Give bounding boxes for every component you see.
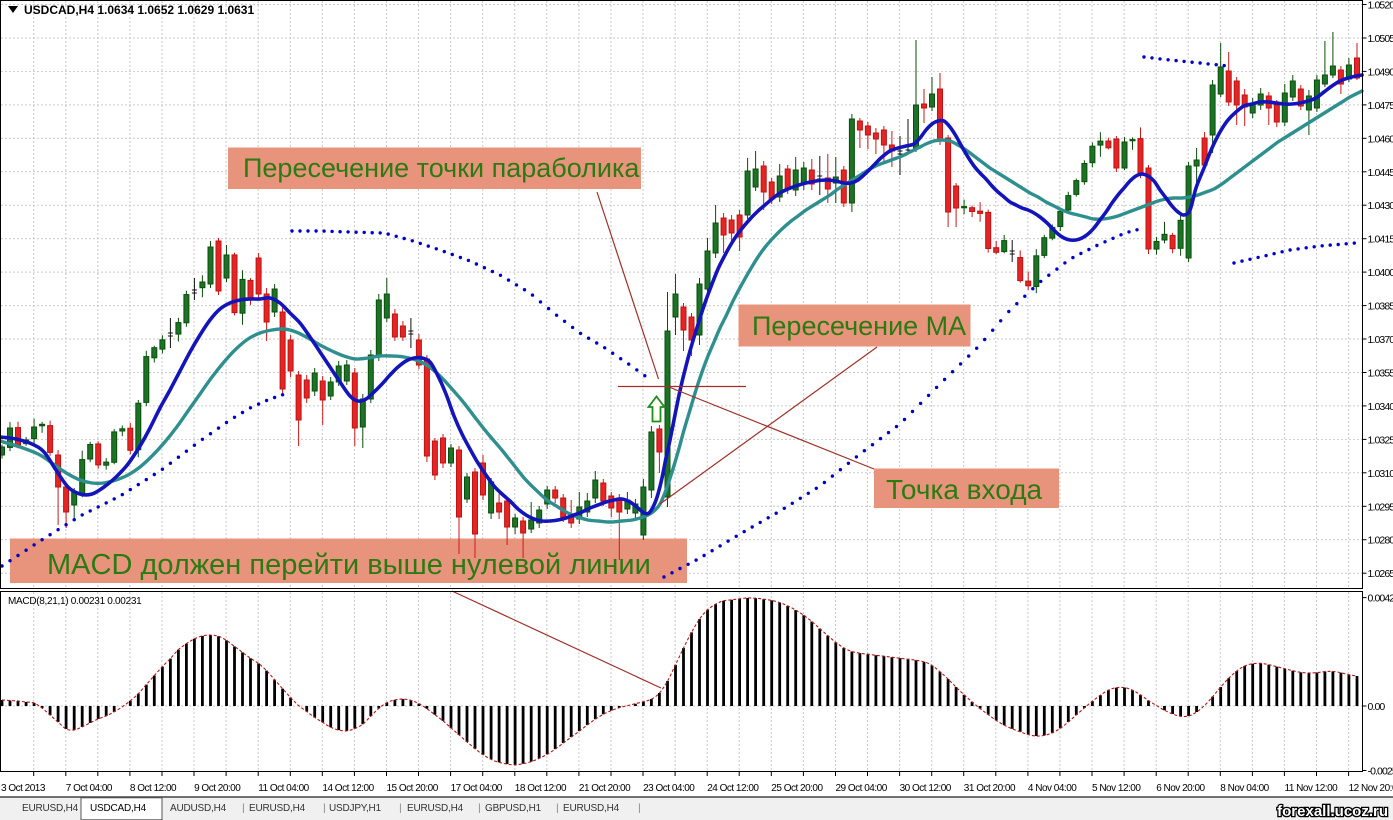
svg-text:|: | — [638, 802, 641, 814]
svg-text:1.0460: 1.0460 — [1368, 133, 1393, 145]
svg-text:AUDUSD,H4: AUDUSD,H4 — [170, 803, 227, 814]
svg-text:EURUSD,H4: EURUSD,H4 — [563, 803, 620, 814]
svg-text:Пересечение точки параболика: Пересечение точки параболика — [243, 153, 640, 183]
svg-text:12 Nov 20:00: 12 Nov 20:00 — [1349, 783, 1393, 794]
svg-text:18 Oct 12:00: 18 Oct 12:00 — [515, 783, 567, 794]
svg-text:0.0042: 0.0042 — [1368, 593, 1393, 605]
svg-text:24 Oct 12:00: 24 Oct 12:00 — [707, 783, 759, 794]
svg-text:8 Nov 04:00: 8 Nov 04:00 — [1220, 783, 1269, 794]
svg-text:EURUSD,H4: EURUSD,H4 — [407, 803, 464, 814]
svg-text:|: | — [323, 802, 326, 814]
svg-text:1.0415: 1.0415 — [1368, 234, 1393, 246]
svg-text:8 Oct 12:00: 8 Oct 12:00 — [130, 783, 177, 794]
svg-text:|: | — [556, 802, 559, 814]
svg-text:9 Oct 20:00: 9 Oct 20:00 — [194, 783, 241, 794]
svg-text:15 Oct 20:00: 15 Oct 20:00 — [387, 783, 439, 794]
svg-text:EURUSD,H4: EURUSD,H4 — [249, 803, 306, 814]
svg-text:21 Oct 20:00: 21 Oct 20:00 — [579, 783, 631, 794]
svg-text:25 Oct 20:00: 25 Oct 20:00 — [771, 783, 823, 794]
svg-text:1.0505: 1.0505 — [1368, 33, 1393, 45]
svg-text:|: | — [242, 802, 245, 814]
svg-text:1.0295: 1.0295 — [1368, 501, 1393, 513]
svg-text:1.0475: 1.0475 — [1368, 100, 1393, 112]
svg-text:17 Oct 04:00: 17 Oct 04:00 — [451, 783, 503, 794]
svg-text:1.0340: 1.0340 — [1368, 401, 1393, 413]
svg-text:14 Oct 12:00: 14 Oct 12:00 — [322, 783, 374, 794]
svg-text:5 Nov 12:00: 5 Nov 12:00 — [1092, 783, 1141, 794]
svg-text:7 Oct 04:00: 7 Oct 04:00 — [66, 783, 113, 794]
svg-text:11 Nov 12:00: 11 Nov 12:00 — [1285, 783, 1339, 794]
svg-text:30 Oct 12:00: 30 Oct 12:00 — [900, 783, 952, 794]
svg-text:1.0265: 1.0265 — [1368, 568, 1393, 580]
svg-text:1.0280: 1.0280 — [1368, 535, 1393, 547]
svg-text:|: | — [478, 802, 481, 814]
svg-text:USDCAD,H4 1.0634 1.0652 1.062: USDCAD,H4 1.0634 1.0652 1.0629 1.0631 — [24, 3, 254, 17]
svg-text:USDCAD,H4: USDCAD,H4 — [90, 803, 147, 814]
svg-text:USDJPY,H1: USDJPY,H1 — [329, 803, 382, 814]
svg-text:4 Nov 04:00: 4 Nov 04:00 — [1028, 783, 1077, 794]
svg-text:1.0310: 1.0310 — [1368, 468, 1393, 480]
svg-text:6 Nov 20:00: 6 Nov 20:00 — [1156, 783, 1205, 794]
svg-text:11 Oct 04:00: 11 Oct 04:00 — [258, 783, 309, 794]
svg-text:forexall.ucoz.ru: forexall.ucoz.ru — [1277, 803, 1388, 820]
svg-text:1.0385: 1.0385 — [1368, 301, 1393, 313]
svg-text:MACD должен перейти выше нулев: MACD должен перейти выше нулевой линии — [47, 549, 651, 581]
svg-text:GBPUSD,H1: GBPUSD,H1 — [485, 803, 542, 814]
svg-text:1.0355: 1.0355 — [1368, 368, 1393, 380]
svg-text:Пересечение МА: Пересечение МА — [752, 311, 966, 341]
svg-text:1.0370: 1.0370 — [1368, 334, 1393, 346]
svg-text:1.0325: 1.0325 — [1368, 434, 1393, 446]
svg-text:31 Oct 20:00: 31 Oct 20:00 — [964, 783, 1016, 794]
svg-text:0.00: 0.00 — [1368, 701, 1386, 713]
svg-text:3 Oct 2013: 3 Oct 2013 — [1, 783, 46, 794]
svg-text:1.0445: 1.0445 — [1368, 167, 1393, 179]
svg-text:EURUSD,H4: EURUSD,H4 — [22, 803, 79, 814]
svg-text:1.0430: 1.0430 — [1368, 200, 1393, 212]
svg-text:MACD(8,21,1) 0.00231 0.00231: MACD(8,21,1) 0.00231 0.00231 — [8, 596, 142, 607]
svg-text:|: | — [399, 802, 402, 814]
svg-text:29 Oct 04:00: 29 Oct 04:00 — [836, 783, 888, 794]
svg-text:Точка входа: Точка входа — [886, 474, 1043, 505]
svg-text:1.0400: 1.0400 — [1368, 267, 1393, 279]
svg-text:23 Oct 04:00: 23 Oct 04:00 — [643, 783, 695, 794]
svg-text:1.0490: 1.0490 — [1368, 66, 1393, 78]
svg-text:1.0520: 1.0520 — [1368, 0, 1393, 12]
